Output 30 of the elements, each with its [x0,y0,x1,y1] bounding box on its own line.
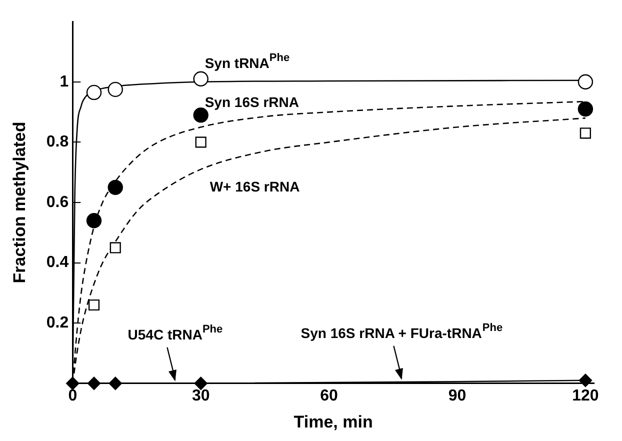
point [578,101,594,117]
point [110,242,121,254]
point [86,84,102,100]
x-tick-label: 60 [320,387,338,404]
point [108,180,123,196]
point [108,82,123,98]
x-tick-label: 90 [448,387,466,404]
annotation: Syn 16S rRNA [204,94,299,110]
point [578,74,594,90]
annotation: W+ 16S rRNA [210,178,300,194]
point [578,374,592,387]
point [66,376,80,390]
point [108,376,122,390]
y-tick-label: 0.6 [46,194,69,211]
x-axis-title: Time, min [294,412,373,432]
point [86,212,102,228]
x-tick-label: 120 [572,387,599,404]
y-tick-label: 0.8 [46,134,69,151]
point [580,128,592,139]
point [87,376,101,390]
y-tick-label: 0.4 [46,254,69,272]
x-tick-label: 0 [68,387,78,404]
point [193,71,208,86]
y-tick-label: 1 [60,73,69,90]
y-axis-title: Fraction methylated [10,122,29,284]
point [88,299,100,311]
point [194,376,208,390]
x-tick-label: 30 [192,387,210,404]
y-tick-label: 0.2 [46,314,69,332]
point [195,136,206,148]
